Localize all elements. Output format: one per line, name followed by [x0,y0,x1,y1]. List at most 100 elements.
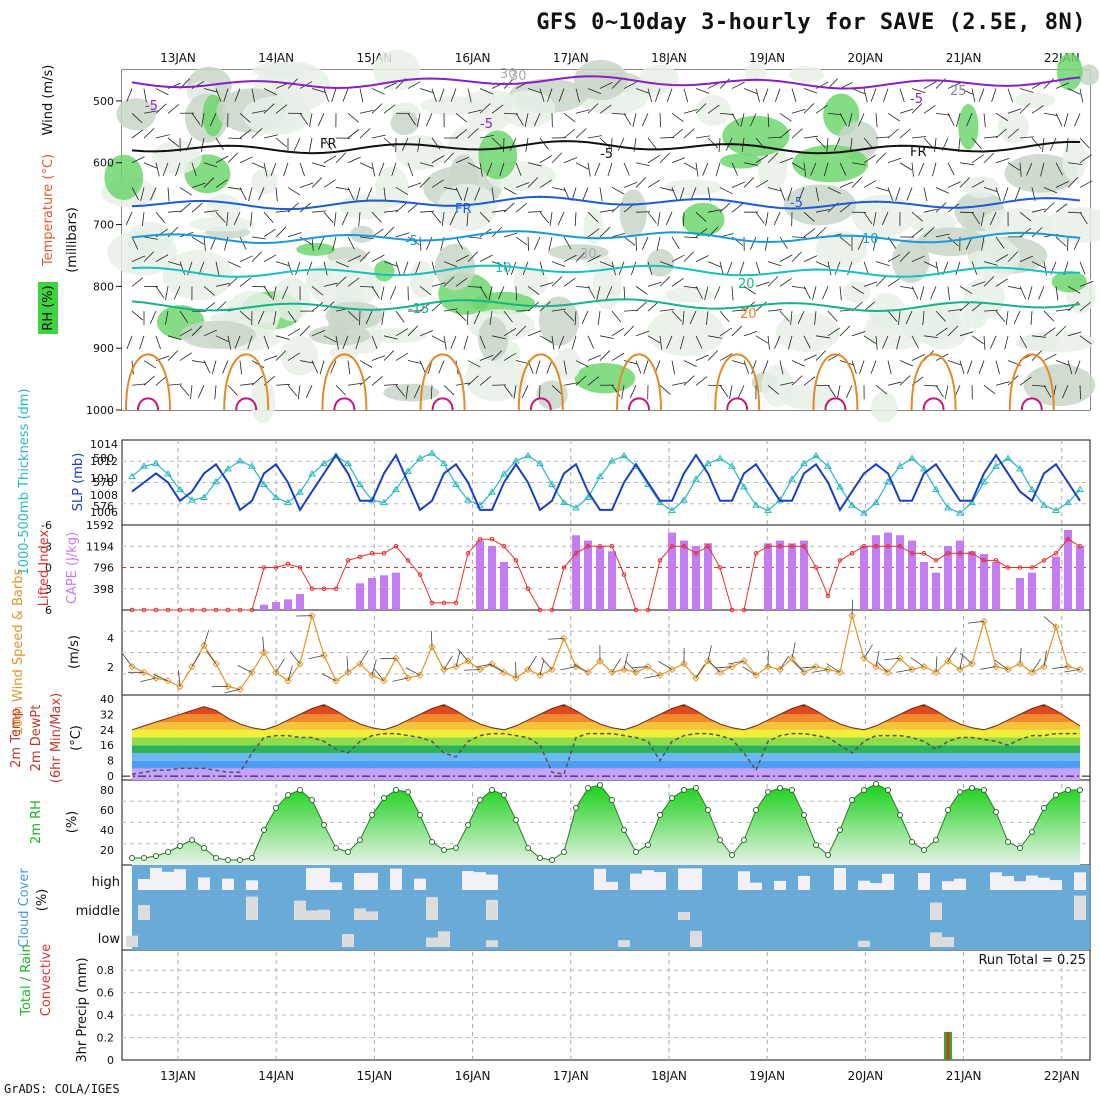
li-marker [357,554,363,560]
temp-band [132,760,1080,769]
wind-barb [911,162,914,177]
wind-barb [467,109,482,114]
wind-barb [815,187,820,202]
wind-barb [659,187,674,192]
rh-shade [513,266,549,297]
wind-barb [983,384,996,395]
wind-barb [443,261,458,268]
wind-barb [983,335,986,350]
wind-barb [295,261,301,276]
wind-barb [731,81,745,89]
rh-shade [383,383,440,402]
rh-marker [357,837,363,843]
temp-tick: 32 [100,708,114,721]
rh-shade [180,320,256,349]
wind-barb [599,335,614,339]
wind-barb [779,128,791,139]
cloud-block [342,934,354,947]
wind-barb [125,212,133,226]
li-marker [729,607,735,613]
wind-barb [995,112,1009,122]
wind-barb [839,162,847,176]
wind-barb [851,162,866,166]
wind-barb [731,360,746,365]
li-marker [261,565,267,570]
surface-wind-barb [935,656,938,673]
thickness-marker [668,506,676,513]
cloud-block [414,878,426,890]
wind-barb [503,328,517,337]
thickness-marker [944,503,952,511]
rh-shade [467,109,509,132]
wind-barb [491,335,506,340]
wind-barb [1067,286,1081,294]
wind-barb [309,113,313,128]
wind-barb [203,177,215,188]
surface-wind-barb [863,644,873,659]
rh-marker [273,805,279,811]
wind-barb [797,310,805,324]
wind-barb [463,335,469,350]
thickness-marker [800,459,808,467]
wind-barb [887,187,894,201]
precip-tick: 0 [107,1054,114,1067]
wind-barb [1031,105,1044,114]
cloud-row-label: middle [76,904,120,919]
wind-barb [455,112,468,123]
rh-shade [126,221,174,256]
wind-barb [155,88,169,96]
wind-barb [863,281,878,287]
wind-barb [551,384,563,396]
wind-barb [287,328,301,337]
cape-bar [1052,556,1060,610]
wind-barb [683,128,695,139]
wind-barb [851,88,866,95]
rh-shade [981,208,1053,238]
wind-barb [803,376,816,386]
wind-barb [443,308,458,312]
wind-barb [647,88,653,103]
thickness-marker [308,470,316,477]
wind-barb [335,384,347,396]
slp-line [131,453,1081,512]
li-marker [837,558,843,563]
cape-bar [1028,572,1036,610]
rh-shade [162,249,234,301]
rh-marker [669,795,675,801]
thickness-marker [176,485,184,493]
wind-barb [647,154,661,164]
cape-bar [776,540,784,610]
contour-label: 30 [580,247,597,262]
temp-tick: 16 [100,739,114,752]
surface-isotherm-loop [235,397,258,411]
surface-wind-barb [624,660,637,673]
rh-marker [1029,829,1035,835]
wind-barb [503,385,513,397]
rh-marker [969,785,975,791]
wind-barb [486,162,493,176]
wind-barb [521,385,529,399]
rh-shade [296,242,336,256]
wind-barb [239,112,251,123]
wind-barb [719,112,734,116]
surface-isotherm-loop [910,353,957,411]
wind-barb [995,310,1006,323]
wind-barb [767,187,782,192]
wind-barb [191,162,197,177]
thickness-marker [140,462,148,469]
thickness-marker [344,459,352,467]
wind-barb [407,325,419,337]
wind-barb [467,162,481,170]
wind-barb [995,187,1001,201]
wind-barb [547,88,553,102]
wind-barb [455,187,463,201]
wind-barb [548,236,553,251]
rh-marker [1077,787,1083,793]
thickness-marker [572,503,580,511]
rh-shade [250,378,276,424]
wind-barb [162,162,169,176]
wind-barb [989,212,997,226]
surface-isotherm-loop [137,397,159,411]
wind-barb [743,88,758,94]
wind-barb [1040,162,1045,177]
